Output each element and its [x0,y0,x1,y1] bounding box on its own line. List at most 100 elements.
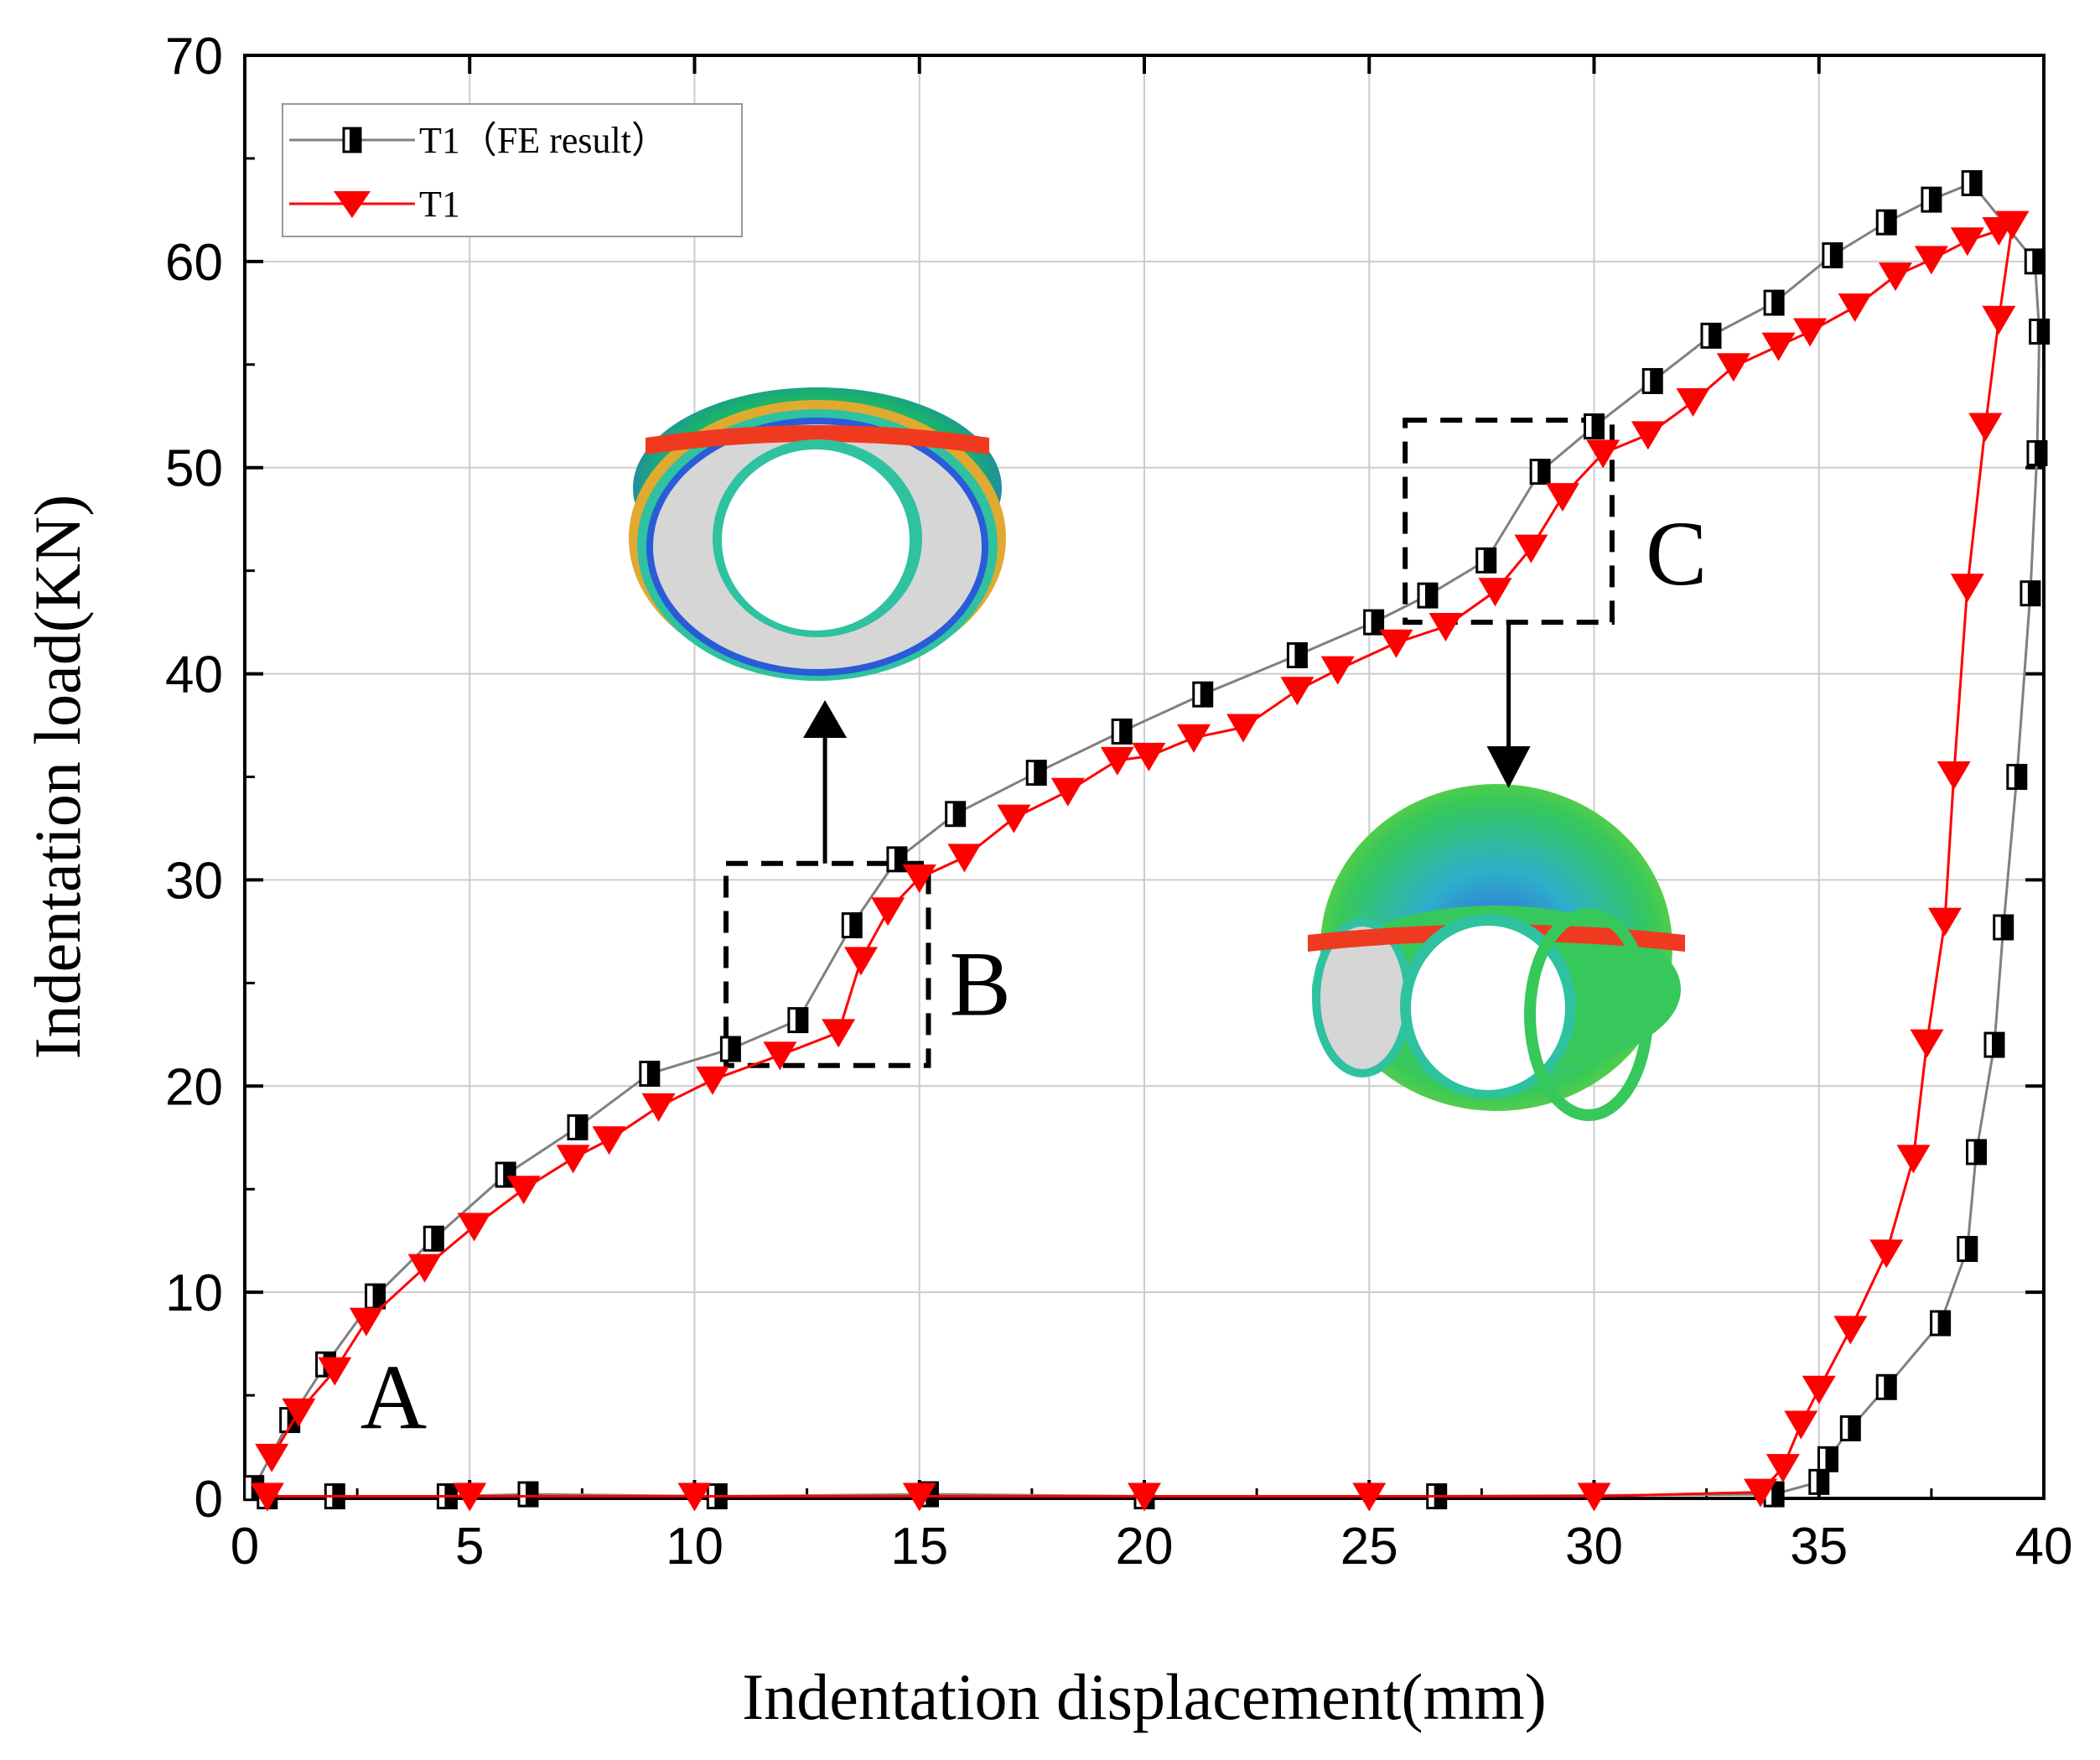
y-tick-label: 10 [165,1264,223,1322]
annotation-box-b [723,860,931,1068]
y-tick-label: 0 [194,1471,223,1529]
exp-data-point [1744,1478,1778,1508]
exp-data-point [1937,761,1971,791]
y-tick-label: 60 [165,234,223,292]
region-label-c: C [1646,502,1707,605]
exp-data-point [1910,1029,1944,1058]
exp-data-point [763,1041,797,1071]
y-tick-label: 50 [165,440,223,498]
x-tick-label: 10 [666,1518,723,1576]
fe-data-point [1529,459,1551,485]
exp-data-point [844,947,879,976]
exp-data-point [1132,742,1166,771]
fe-data-point [1584,413,1605,440]
arrow-b-head [803,700,848,738]
series [243,169,2051,1512]
exp-data-point [453,1482,487,1512]
fe-data-point [841,912,863,939]
series-line-exp [267,222,2014,1498]
exp-data-point [1128,1482,1161,1512]
legend-label-fe: T1（FE result） [419,120,668,161]
exp-data-point [902,1482,936,1512]
exp-data-point [1478,578,1512,607]
fe-data-point [945,801,967,828]
exp-data-point [1761,332,1796,361]
legend-marker-fe [342,127,362,153]
series-line-fe [252,181,2041,1498]
fe-data-point [1983,1031,2005,1058]
fe-data-point [1641,367,1663,394]
exp-data-point [1280,677,1314,706]
exp-data-point [1226,714,1261,743]
fe-data-point [423,1225,444,1252]
fe-data-point [1475,547,1497,574]
y-tick-labels: 0 10 20 30 40 50 60 70 [165,28,223,1529]
y-tick-label: 20 [165,1058,223,1116]
annotation-box-c [1403,418,1615,626]
exp-data-point [1784,1410,1818,1440]
exp-data-point [1878,262,1912,292]
x-tick-label: 25 [1340,1518,1398,1576]
legend: T1（FE result） T1 [282,103,743,237]
fe-data-point [1921,186,1942,213]
fe-data-point [1363,609,1385,636]
y-axis-title: Indentation load(KN) [21,495,94,1060]
annotation-boxes [723,418,1615,1068]
fe-data-point [719,1036,741,1062]
arrow-c-head [1486,746,1531,788]
exp-data-point [1766,1454,1800,1483]
annotation-arrows [803,622,1531,864]
exp-data-point [349,1307,383,1337]
exp-data-point [1676,388,1710,418]
grid [244,55,2045,1499]
exp-data-point [1968,413,2003,442]
exp-data-point [1631,421,1665,450]
exp-data-point [947,844,982,873]
exp-data-point [1995,210,2030,240]
fe-data-point [567,1114,589,1140]
exp-data-point [1927,907,1962,937]
fe-data-point [365,1283,386,1310]
exp-data-point [407,1254,442,1283]
fe-data-point [1763,289,1785,316]
fe-data-point [1817,1446,1838,1472]
exp-data-point [1320,656,1355,685]
exp-data-point [1982,305,2016,335]
fe-data-point [1875,209,1897,236]
fe-data-point [2006,764,2028,790]
exp-data-point [318,1357,352,1386]
fe-data-point [1417,582,1439,609]
fe-data-point [1025,760,1047,787]
exp-data-point [1793,318,1828,347]
exp-data-point [641,1093,676,1122]
exp-data-point [822,1019,856,1048]
exp-data-point [1950,227,1984,257]
fe-data-point [1822,241,1843,268]
exp-data-point [1177,724,1211,753]
exp-data-point [506,1176,541,1205]
exp-data-point [255,1443,289,1472]
region-label-a: A [360,1346,427,1448]
fe-data-point [1286,641,1308,668]
fe-data-point [886,846,908,873]
exp-data-point [695,1066,729,1095]
y-tick-label: 40 [165,646,223,704]
exp-data-point [1869,1239,1904,1269]
exp-data-point [1950,574,1984,603]
fe-data-point [1875,1373,1897,1400]
legend-box [282,103,743,237]
exp-data-point [1577,1482,1611,1512]
x-tick-label: 5 [455,1518,484,1576]
exp-data-point [1586,439,1620,469]
exp-data-point [1514,534,1548,563]
exp-data-point [282,1398,316,1427]
exp-data-point [1352,1482,1387,1512]
exp-data-point [1833,1316,1868,1345]
exp-data-point [592,1126,626,1155]
fe-data-point [2024,248,2046,275]
fe-data-point [2020,580,2041,607]
fe-data-point [2029,318,2051,345]
y-tick-label: 30 [165,852,223,910]
exp-data-point [1896,1145,1931,1174]
